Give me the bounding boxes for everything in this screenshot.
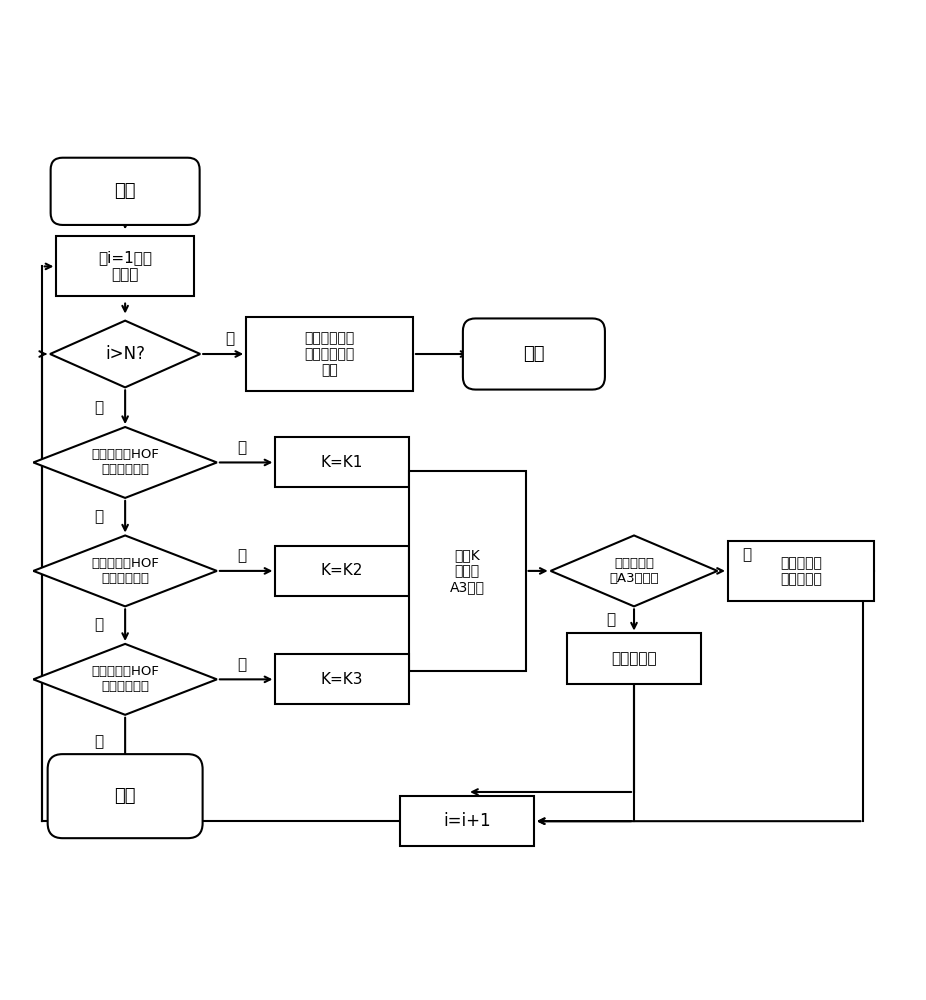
Text: 是: 是 [237, 440, 246, 455]
Text: 是: 是 [225, 331, 234, 346]
FancyBboxPatch shape [51, 158, 200, 225]
Polygon shape [50, 321, 200, 387]
Polygon shape [33, 427, 217, 498]
Bar [275, 546, 408, 596]
Polygon shape [33, 644, 217, 715]
FancyBboxPatch shape [463, 318, 605, 390]
Text: 满足修正后
的A3事件？: 满足修正后 的A3事件？ [609, 557, 658, 585]
Text: 主服务小区HOF
位于低区间？: 主服务小区HOF 位于低区间？ [91, 448, 159, 476]
Text: 否: 否 [94, 618, 103, 633]
Bar [568, 633, 701, 684]
Bar [275, 437, 408, 487]
Bar [56, 236, 194, 296]
Bar [728, 541, 874, 601]
Bar [400, 796, 534, 846]
Polygon shape [551, 535, 718, 606]
Text: i=i+1: i=i+1 [444, 812, 491, 830]
Text: K=K3: K=K3 [320, 672, 363, 687]
Text: 是: 是 [237, 657, 246, 672]
Text: i>N?: i>N? [106, 345, 145, 363]
Text: 结束: 结束 [523, 345, 544, 363]
Polygon shape [33, 535, 217, 606]
Bar [408, 471, 526, 671]
Text: K=K2: K=K2 [320, 563, 363, 578]
Text: 主服务小区HOF
位于高区间？: 主服务小区HOF 位于高区间？ [91, 665, 159, 693]
Text: K=K1: K=K1 [320, 455, 363, 470]
FancyBboxPatch shape [47, 754, 203, 838]
Text: 否: 否 [607, 612, 615, 627]
Text: 开始: 开始 [115, 182, 136, 200]
Text: 选择候选队列
最优小区进行
切换: 选择候选队列 最优小区进行 切换 [305, 331, 355, 377]
Text: 否: 否 [94, 400, 103, 415]
Text: 结束: 结束 [115, 787, 136, 805]
Text: 否: 否 [94, 509, 103, 524]
Text: 主服务小区HOF
位于中区间？: 主服务小区HOF 位于中区间？ [91, 557, 159, 585]
Text: 是: 是 [237, 548, 246, 563]
Text: 进入切换候
选小区队列: 进入切换候 选小区队列 [780, 556, 821, 586]
Text: 否: 否 [94, 734, 103, 749]
Text: 利用K
値修正
A3事件: 利用K 値修正 A3事件 [450, 548, 484, 594]
Text: 是: 是 [742, 547, 751, 562]
Bar [246, 317, 413, 391]
Bar [275, 654, 408, 704]
Text: 舍弃本小区: 舍弃本小区 [611, 651, 657, 666]
Text: 第i=1个目
标小区: 第i=1个目 标小区 [98, 250, 152, 283]
